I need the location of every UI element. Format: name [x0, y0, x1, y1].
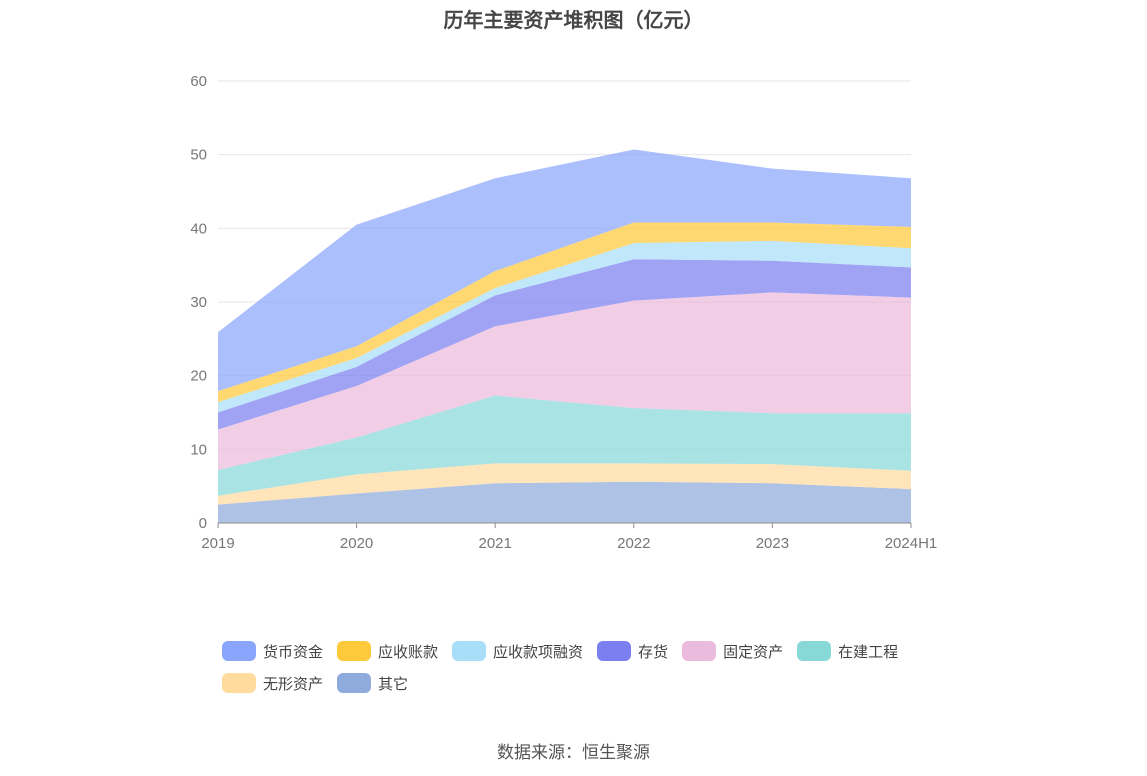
legend-label: 其它: [378, 674, 409, 693]
legend-item[interactable]: 应收款项融资: [452, 640, 583, 662]
legend-item[interactable]: 货币资金: [222, 640, 323, 662]
legend-label: 无形资产: [263, 674, 324, 693]
legend-item[interactable]: 在建工程: [797, 640, 898, 662]
legend-item[interactable]: 固定资产: [682, 640, 783, 662]
legend-item[interactable]: 其它: [337, 672, 408, 694]
legend-item[interactable]: 无形资产: [222, 672, 323, 694]
area-货币资金: [218, 149, 911, 392]
legend-swatch: [452, 641, 487, 661]
y-tick-label: 20: [190, 368, 207, 385]
x-tick-label: 2023: [756, 535, 789, 552]
x-tick-label: 2020: [340, 535, 373, 552]
data-source: 数据来源：恒生聚源: [497, 743, 650, 763]
stacked-area-chart: 0 10 20 30 40 50 60 2019 2020 2021 2022 2023 2024H1: [190, 73, 938, 552]
area-应收账款: [218, 222, 911, 403]
area-应收款项融资: [218, 240, 911, 413]
legend-swatch: [337, 673, 372, 693]
y-tick-label: 0: [199, 515, 207, 532]
chart-legend: 货币资金 应收账款 应收款项融资 存货 固定资产 在建工程无形资产 其它: [222, 640, 962, 704]
area-存货: [218, 259, 911, 430]
legend-swatch: [597, 641, 632, 661]
legend-swatch: [337, 641, 372, 661]
legend-swatch: [682, 641, 717, 661]
chart-title: 历年主要资产堆积图（亿元）: [443, 8, 704, 32]
area-其它: [218, 481, 911, 523]
legend-item[interactable]: 存货: [597, 640, 668, 662]
legend-label: 固定资产: [723, 642, 784, 661]
area-无形资产: [218, 463, 911, 505]
y-tick-label: 30: [190, 294, 207, 311]
legend-swatch: [222, 673, 256, 693]
legend-label: 应收款项融资: [493, 642, 584, 661]
x-tick-label: 2024H1: [885, 535, 938, 552]
legend-label: 存货: [638, 642, 669, 661]
x-tick-label: 2019: [201, 535, 234, 552]
legend-label: 在建工程: [838, 642, 899, 661]
legend-swatch: [222, 641, 256, 661]
y-tick-label: 40: [190, 220, 207, 237]
area-固定资产: [218, 292, 911, 470]
x-tick-label: 2022: [617, 535, 650, 552]
legend-item[interactable]: 应收账款: [337, 640, 438, 662]
y-tick-label: 10: [190, 441, 207, 458]
legend-swatch: [797, 641, 832, 661]
legend-label: 货币资金: [263, 642, 324, 661]
legend-label: 应收账款: [378, 642, 439, 661]
y-tick-label: 50: [190, 147, 207, 164]
area-在建工程: [218, 395, 911, 496]
x-tick-label: 2021: [479, 535, 512, 552]
y-tick-label: 60: [190, 73, 207, 90]
